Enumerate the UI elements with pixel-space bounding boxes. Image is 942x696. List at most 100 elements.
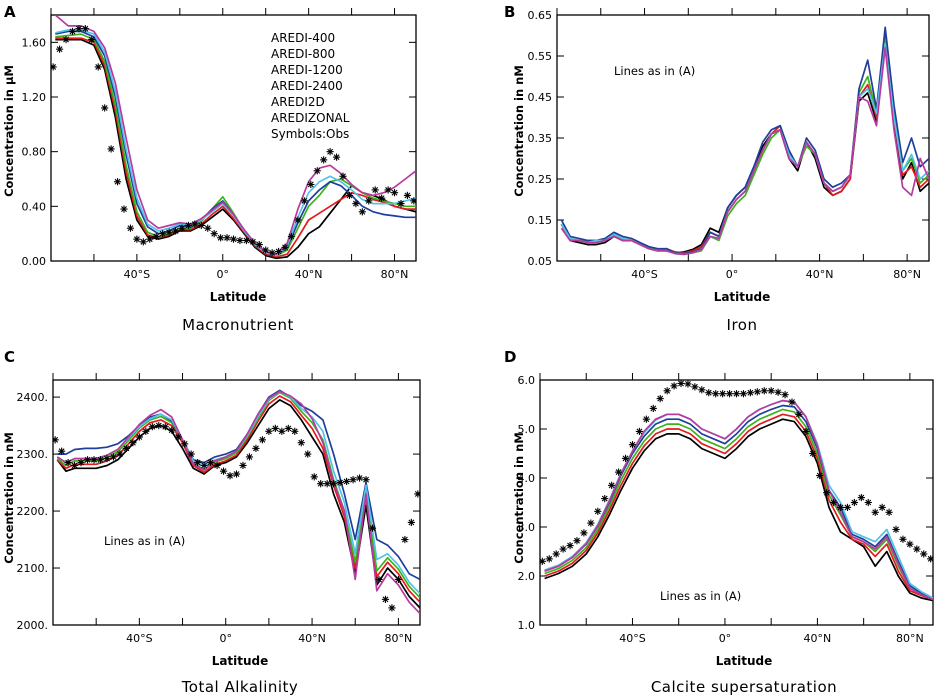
panel-a-obs-point <box>62 36 70 44</box>
panel-a-obs-point <box>371 186 379 194</box>
panel-d-obs-point <box>746 389 754 397</box>
panel-d-obs-point <box>892 525 900 534</box>
panel-c-obs-point <box>213 461 221 470</box>
panel-d-obs-point <box>725 390 734 398</box>
panel-b-note: Lines as in (A) <box>614 64 695 78</box>
panel-d-obs-point <box>850 498 858 507</box>
panel-d-obs-point <box>913 545 921 553</box>
panel-a-obs-point <box>365 197 373 205</box>
panel-c-obs-point <box>168 426 176 434</box>
panel-d-obs-point <box>635 427 644 436</box>
panel-a-obs-point <box>204 224 212 232</box>
panel-b-series-aredizonal <box>560 46 929 256</box>
panel-d-obs-point <box>781 391 789 399</box>
panel-d-obs-point <box>580 529 588 537</box>
panel-a-obs-point <box>397 200 405 208</box>
panel-c-series-aredi-2400 <box>57 389 420 581</box>
panel-c-obs-point <box>122 444 130 452</box>
panel-d-title: Calcite supersaturation <box>651 678 837 696</box>
panel-d-note: Lines as in (A) <box>660 589 741 603</box>
panel-a-ytick-label: 1.20 <box>22 91 47 104</box>
panel-a-obs-point <box>294 216 302 224</box>
panel-c-obs-point <box>388 604 396 612</box>
panel-d-obs-point <box>753 388 761 396</box>
panel-d-obs-point <box>739 390 748 398</box>
panel-b-xtick-label: 40°S <box>631 268 657 281</box>
legend-aredi-1200: AREDI-1200 <box>271 63 343 77</box>
panel-a-xtick-label: 40°S <box>124 268 150 281</box>
panel-d-obs-point <box>829 498 838 507</box>
panel-d-obs-point <box>857 494 865 502</box>
panel-d-obs-point <box>649 404 657 413</box>
panel-c-obs-point <box>304 450 312 458</box>
panel-d-ytick-label: 3.0 <box>518 521 536 534</box>
panel-c-ytick-label: 2400. <box>17 391 49 404</box>
panel-c-xlabel: Latitude <box>212 654 269 668</box>
panel-d-obs-point <box>540 557 546 565</box>
panel-a-obs-point <box>313 167 321 175</box>
legend-aredizonal: AREDIZONAL <box>271 111 350 125</box>
panel-c-note: Lines as in (A) <box>104 534 185 548</box>
panel-c-obs-point <box>232 470 241 478</box>
panel-d-obs-point <box>864 498 872 507</box>
panel-d-obs-point <box>559 545 567 553</box>
panel-c-obs-point <box>284 424 292 433</box>
panel-c-obs-point <box>271 424 279 433</box>
panel-a-frame <box>50 14 417 262</box>
panel-a-obs-point <box>339 172 347 180</box>
panel-a-obs-point <box>229 235 238 243</box>
panel-d-obs-point <box>836 503 845 511</box>
panel-a-obs-point <box>410 197 416 205</box>
panel-c-obs-point <box>297 439 305 447</box>
panel-c-obs-point <box>109 453 118 461</box>
panel-d-obs-point <box>677 380 685 388</box>
panel-d-obs-point <box>621 454 630 462</box>
panel-c: C Concentration in nM Latitude Total Alk… <box>2 348 421 696</box>
panel-a-obs-point <box>352 200 360 208</box>
panel-a-ylabel: Concentration in µM <box>2 65 16 197</box>
panel-d-series-aredi-1200 <box>544 408 933 601</box>
panel-c-obs-point <box>265 427 273 435</box>
panel-a-obs-point <box>152 232 160 240</box>
panel-d-obs-point <box>927 555 933 563</box>
panel-letter-d: D <box>504 348 516 366</box>
panel-c-obs-point <box>83 456 92 464</box>
panel-c-obs-point <box>77 459 85 467</box>
panel-c-obs-point <box>343 477 351 486</box>
panel-a-obs-point <box>378 194 386 202</box>
panel-d-obs-point <box>656 395 664 403</box>
panel-b-ylabel: Concentration in nM <box>512 65 526 197</box>
panel-a-obs-point <box>242 236 250 245</box>
panel-a-obs-point <box>326 148 334 156</box>
panel-d-series-aredi-400 <box>544 418 933 602</box>
panel-a-obs-point <box>320 156 328 164</box>
panel-d-obs-point <box>732 390 741 398</box>
panel-d-obs-point <box>594 507 602 515</box>
panel-c-obs-point <box>53 436 59 444</box>
panel-c-obs-point <box>58 447 66 455</box>
panel-a-obs-point <box>217 234 225 242</box>
panel-a-obs-point <box>94 63 102 71</box>
panel-b-series-aredi-2400 <box>560 26 929 255</box>
panel-d-xtick-label: 80°N <box>896 632 924 645</box>
panel-d-obs-point <box>760 387 768 395</box>
panel-c-obs-point <box>375 575 383 584</box>
panel-a-obs-point <box>191 220 199 228</box>
panel-c-ytick-label: 2000. <box>17 619 49 632</box>
panel-a-obs-point <box>384 186 392 194</box>
panel-a-obs-point <box>197 221 205 230</box>
panel-c-ytick-label: 2200. <box>17 505 49 518</box>
panel-c-obs-point <box>187 450 195 458</box>
panel-d-obs-point <box>601 494 609 503</box>
panel-c-obs-point <box>200 461 208 470</box>
panel-b-title: Iron <box>727 316 758 334</box>
panel-a-obs-point <box>146 235 154 243</box>
panel-b-ytick-label: 0.65 <box>528 9 553 22</box>
panel-c-obs-point <box>317 480 325 488</box>
panel-c-obs-point <box>142 427 150 435</box>
panel-c-obs-point <box>174 433 182 441</box>
panel-d-obs-point <box>767 387 775 395</box>
panel-a-ytick-label: 0.00 <box>22 255 47 268</box>
panel-d-obs-point <box>871 508 879 516</box>
panel-d-obs-point <box>642 415 650 423</box>
